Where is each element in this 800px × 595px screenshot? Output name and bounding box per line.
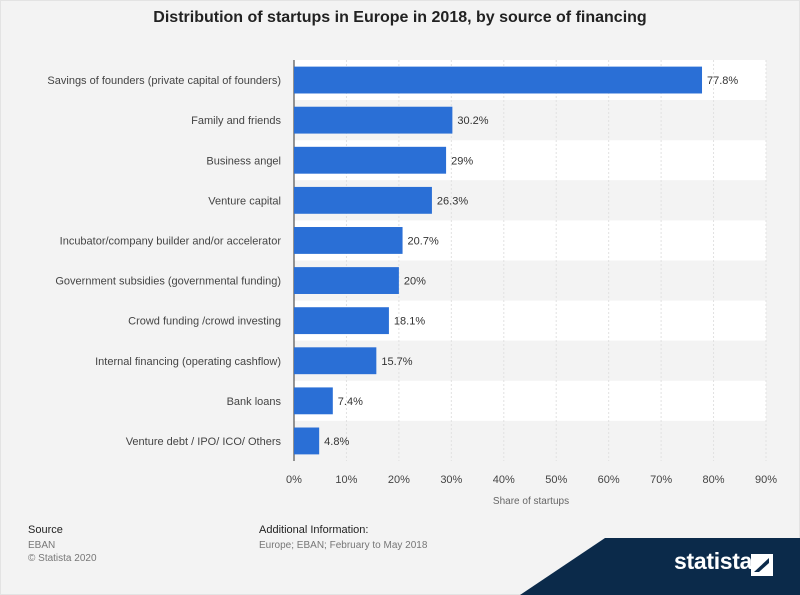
- row-band: [294, 380, 766, 421]
- chart-title: Distribution of startups in Europe in 20…: [153, 9, 647, 26]
- additional-info-value: Europe; EBAN; February to May 2018: [259, 540, 428, 551]
- x-tick-label: 50%: [545, 474, 567, 486]
- x-tick-label: 60%: [598, 474, 620, 486]
- additional-info-label: Additional Information:: [259, 524, 369, 536]
- x-tick-label: 30%: [440, 474, 462, 486]
- category-label: Crowd funding /crowd investing: [128, 316, 281, 328]
- category-label: Business angel: [206, 155, 281, 167]
- bar: [294, 146, 447, 174]
- row-band: [294, 420, 766, 461]
- category-label: Bank loans: [227, 396, 282, 408]
- bar: [294, 387, 333, 415]
- data-label: 20%: [404, 276, 426, 288]
- data-label: 77.8%: [707, 75, 738, 87]
- x-tick-label: 40%: [493, 474, 515, 486]
- category-label: Savings of founders (private capital of …: [47, 75, 281, 87]
- bar: [294, 66, 703, 94]
- data-label: 7.4%: [338, 396, 363, 408]
- x-tick-label: 10%: [335, 474, 357, 486]
- data-label: 4.8%: [324, 436, 349, 448]
- bar: [294, 427, 320, 455]
- statista-logo[interactable]: statista: [674, 548, 753, 574]
- data-label: 26.3%: [437, 195, 468, 207]
- category-label: Venture capital: [208, 195, 281, 207]
- data-label: 20.7%: [408, 235, 439, 247]
- x-tick-label: 20%: [388, 474, 410, 486]
- category-label: Government subsidies (governmental fundi…: [55, 276, 281, 288]
- bar: [294, 267, 399, 294]
- x-axis-title: Share of startups: [493, 496, 569, 507]
- source-label: Source: [28, 524, 63, 536]
- category-label: Internal financing (operating cashflow): [95, 356, 281, 368]
- category-label: Family and friends: [191, 115, 281, 127]
- statista-logo-icon: [751, 554, 773, 576]
- copyright: © Statista 2020: [28, 553, 97, 564]
- bar: [294, 186, 432, 214]
- x-tick-label: 80%: [703, 474, 725, 486]
- bar: [294, 106, 453, 134]
- data-label: 29%: [451, 155, 473, 167]
- category-label: Venture debt / IPO/ ICO/ Others: [126, 436, 282, 448]
- category-label: Incubator/company builder and/or acceler…: [60, 235, 282, 247]
- bar: [294, 347, 377, 375]
- x-tick-label: 90%: [755, 474, 777, 486]
- x-tick-label: 0%: [286, 474, 302, 486]
- data-label: 15.7%: [381, 356, 412, 368]
- data-label: 18.1%: [394, 316, 425, 328]
- data-label: 30.2%: [457, 115, 488, 127]
- bar: [294, 307, 389, 335]
- bar: [294, 227, 403, 254]
- x-tick-label: 70%: [650, 474, 672, 486]
- source-value: EBAN: [28, 540, 56, 551]
